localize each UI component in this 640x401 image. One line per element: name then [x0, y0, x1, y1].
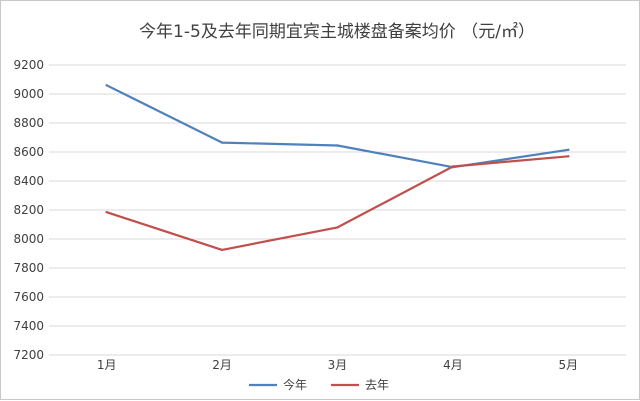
y-tick-label: 7200: [13, 348, 44, 362]
data-point: [336, 144, 339, 147]
y-tick-label: 7600: [13, 290, 44, 304]
data-point: [336, 226, 339, 229]
y-tick-label: 7400: [13, 319, 44, 333]
legend-label: 今年: [283, 377, 307, 392]
data-point: [220, 248, 224, 252]
x-tick-label: 2月: [212, 358, 232, 372]
y-tick-label: 9000: [13, 87, 44, 101]
data-point: [105, 84, 108, 87]
data-point: [451, 165, 455, 168]
data-point: [567, 155, 570, 158]
legend: 今年 去年: [249, 377, 389, 392]
data-point: [220, 141, 224, 144]
y-tick-label: 9200: [13, 58, 44, 72]
series-line-0: [105, 84, 570, 169]
data-point: [567, 148, 570, 152]
gridlines: [49, 64, 626, 356]
x-tick-label: 5月: [558, 358, 578, 372]
x-tick-label: 4月: [443, 358, 463, 372]
x-tick-label: 3月: [328, 358, 348, 372]
data-point: [105, 210, 108, 214]
y-tick-label: 8800: [13, 116, 44, 130]
y-axis-tick-labels: 7200 7400 7600 7800 8000 8200 8400 8600 8800 9000…: [13, 58, 44, 362]
y-tick-label: 8400: [13, 174, 44, 188]
y-tick-label: 8000: [13, 232, 44, 246]
legend-label: 去年: [365, 378, 389, 392]
series-line-1: [105, 155, 570, 251]
series-lines: [105, 84, 570, 252]
y-tick-label: 8600: [13, 145, 44, 159]
y-tick-label: 7800: [13, 261, 44, 275]
chart-title: 今年1-5及去年同期宜宾主城楼盘备案均价 （元/㎡）: [139, 22, 535, 42]
x-tick-label: 1月: [97, 358, 117, 372]
x-axis-tick-labels: 1月 2月 3月 4月 5月: [97, 358, 578, 372]
y-tick-label: 8200: [13, 203, 44, 217]
